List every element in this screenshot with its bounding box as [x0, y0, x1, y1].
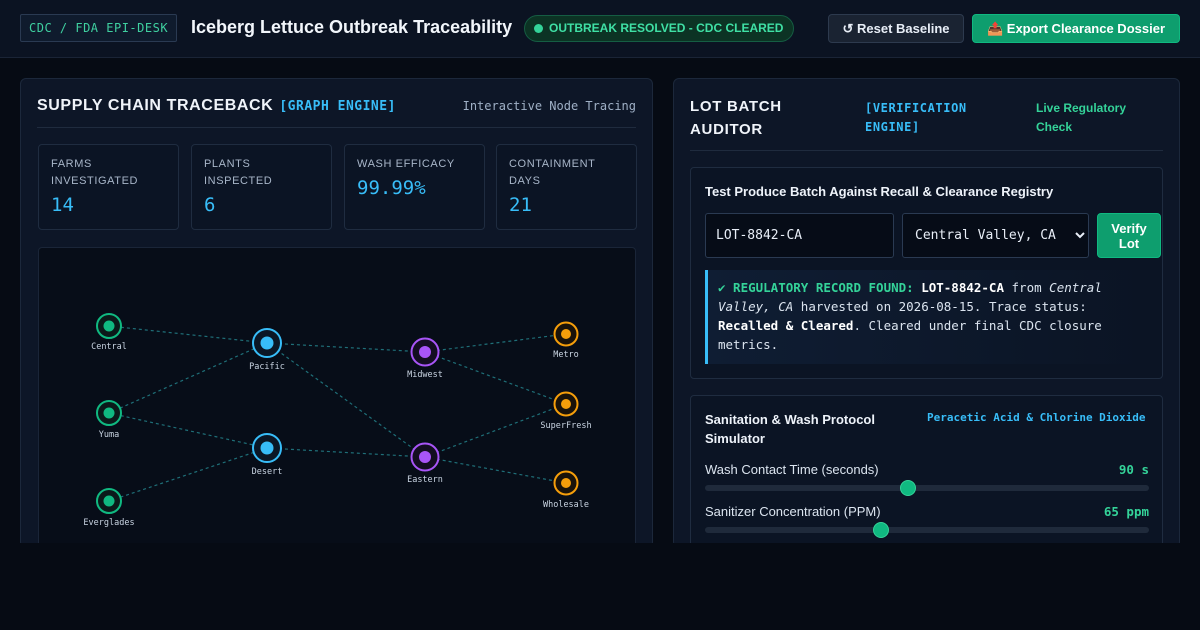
- lot-auditor-panel: LOT BATCH AUDITOR [VERIFICATION ENGINE] …: [673, 78, 1180, 548]
- lot-number-input[interactable]: [705, 213, 894, 258]
- check-line1: Live Regulatory: [1036, 101, 1127, 115]
- node-label: Desert: [252, 467, 283, 477]
- slider-label: Wash Contact Time (seconds): [705, 462, 879, 477]
- edge-everglades-desert: [108, 447, 268, 502]
- slider-value: 90 s: [1118, 462, 1149, 477]
- result-status: Recalled & Cleared: [718, 318, 854, 333]
- node-label: Eastern: [407, 475, 443, 485]
- divider: [690, 150, 1163, 151]
- node-yuma[interactable]: Yuma: [96, 400, 122, 440]
- edge-desert-eastern: [266, 447, 426, 458]
- result-suffix: . Cleared under final CDC closure metric…: [718, 318, 1102, 352]
- edge-yuma-desert: [108, 412, 268, 449]
- node-wholesale[interactable]: Wholesale: [543, 470, 589, 511]
- verification-engine-tag: [VERIFICATION ENGINE]: [865, 99, 967, 137]
- panel-title: SUPPLY CHAIN TRACEBACK [GRAPH ENGINE]: [37, 97, 396, 115]
- traceback-graph[interactable]: Central Yuma Everglades Pacific: [38, 247, 636, 547]
- slider-thumb[interactable]: [873, 522, 890, 538]
- slider-value: 65 ppm: [1103, 504, 1149, 519]
- kpi-containment-days: CONTAINMENT DAYS 21: [496, 144, 637, 230]
- node-label: Central: [91, 342, 127, 352]
- verify-line2: Lot: [1118, 235, 1140, 251]
- top-header: CDC / FDA EPI-DESK Iceberg Lettuce Outbr…: [0, 0, 1200, 58]
- edge-yuma-pacific: [108, 342, 268, 414]
- app-title: Iceberg Lettuce Outbreak Traceability: [191, 17, 513, 37]
- viewport-bottom-area: [0, 543, 1200, 630]
- wash-time-slider[interactable]: [705, 480, 1149, 496]
- node-metro[interactable]: Metro: [553, 321, 579, 361]
- node-label: SuperFresh: [540, 421, 591, 431]
- region-select[interactable]: Central Valley, CA: [902, 213, 1089, 258]
- node-eastern[interactable]: Eastern: [407, 442, 443, 486]
- kpi-farms: FARMS INVESTIGATED 14: [38, 144, 179, 230]
- node-label: Yuma: [99, 430, 119, 440]
- result-found-label: ✔ REGULATORY RECORD FOUND:: [718, 280, 914, 295]
- slider-thumb[interactable]: [900, 480, 917, 496]
- slider-label: Sanitizer Concentration (PPM): [705, 504, 881, 519]
- result-from: from: [1011, 280, 1042, 295]
- status-text: OUTBREAK RESOLVED - CDC CLEARED: [549, 21, 784, 35]
- edge-pacific-eastern: [266, 342, 426, 458]
- auditor-title-line2: AUDITOR: [690, 121, 763, 138]
- kpi-plants: PLANTS INSPECTED 6: [191, 144, 332, 230]
- kpi-value: 21: [509, 194, 532, 216]
- auditor-title: LOT BATCH AUDITOR: [690, 95, 782, 141]
- simulator-tag: Peracetic Acid & Chlorine Dioxide: [927, 411, 1146, 424]
- result-region: Central Valley, CA: [718, 280, 1102, 314]
- edge-midwest-metro: [424, 333, 567, 353]
- node-midwest[interactable]: Midwest: [407, 337, 443, 381]
- node-label: Midwest: [407, 370, 443, 380]
- simulator-title: Sanitation & Wash Protocol Simulator: [705, 412, 875, 446]
- panel-title-text: SUPPLY CHAIN TRACEBACK: [37, 97, 274, 114]
- reset-baseline-button[interactable]: ↺ Reset Baseline: [828, 14, 964, 43]
- card-title: Test Produce Batch Against Recall & Clea…: [705, 184, 1054, 199]
- node-label: Wholesale: [543, 500, 589, 510]
- result-harvest: harvested on 2026-08-15. Trace status:: [800, 299, 1087, 314]
- node-label: Everglades: [83, 518, 134, 528]
- node-label: Metro: [553, 350, 579, 360]
- graph-canvas: Central Yuma Everglades Pacific: [83, 313, 592, 528]
- kpi-value: 6: [204, 194, 216, 216]
- edge-central-pacific: [108, 325, 268, 344]
- edge-pacific-midwest: [266, 342, 426, 353]
- check-line2: Check: [1036, 120, 1073, 134]
- edge-eastern-wholesale: [424, 456, 567, 484]
- kpi-label: FARMS INVESTIGATED: [51, 158, 139, 187]
- brand-badge: CDC / FDA EPI-DESK: [20, 14, 178, 42]
- status-dot-icon: [534, 24, 543, 33]
- verify-lot-button[interactable]: Verify Lot: [1097, 213, 1161, 258]
- graph-edges: [108, 325, 567, 502]
- node-everglades[interactable]: Everglades: [83, 488, 135, 528]
- kpi-value: 99.99%: [357, 177, 426, 199]
- divider: [37, 127, 636, 128]
- kpi-value: 14: [51, 194, 74, 216]
- kpi-label: WASH EFFICACY: [357, 158, 455, 170]
- engine-tag: [GRAPH ENGINE]: [279, 99, 396, 114]
- kpi-label: PLANTS INSPECTED: [204, 158, 273, 187]
- node-superfresh[interactable]: SuperFresh: [540, 391, 592, 432]
- verify-line1: Verify: [1111, 220, 1147, 236]
- live-check-label: Live Regulatory Check: [1036, 99, 1126, 137]
- lot-verification-card: Test Produce Batch Against Recall & Clea…: [690, 167, 1163, 379]
- auditor-title-line1: LOT BATCH: [690, 98, 782, 115]
- engine-line1: [VERIFICATION: [865, 101, 967, 115]
- node-central[interactable]: Central: [91, 313, 127, 352]
- engine-line2: ENGINE]: [865, 120, 920, 134]
- verification-result: ✔ REGULATORY RECORD FOUND: LOT-8842-CA f…: [705, 270, 1149, 364]
- sanitation-simulator-card: Sanitation & Wash Protocol Simulator Per…: [690, 395, 1163, 547]
- node-desert[interactable]: Desert: [252, 433, 283, 477]
- node-pacific[interactable]: Pacific: [249, 328, 285, 372]
- export-dossier-button[interactable]: 📤 Export Clearance Dossier: [972, 14, 1180, 43]
- result-lot: LOT-8842-CA: [921, 280, 1004, 295]
- supply-chain-panel: SUPPLY CHAIN TRACEBACK [GRAPH ENGINE] Int…: [20, 78, 653, 548]
- panel-subtitle: Interactive Node Tracing: [462, 99, 636, 113]
- kpi-label: CONTAINMENT DAYS: [509, 158, 596, 187]
- kpi-wash-efficacy: WASH EFFICACY 99.99%: [344, 144, 485, 230]
- concentration-slider[interactable]: [705, 522, 1149, 538]
- edge-eastern-superfresh: [424, 403, 567, 458]
- node-label: Pacific: [249, 362, 285, 372]
- status-badge: OUTBREAK RESOLVED - CDC CLEARED: [524, 15, 795, 42]
- edge-midwest-superfresh: [424, 351, 567, 405]
